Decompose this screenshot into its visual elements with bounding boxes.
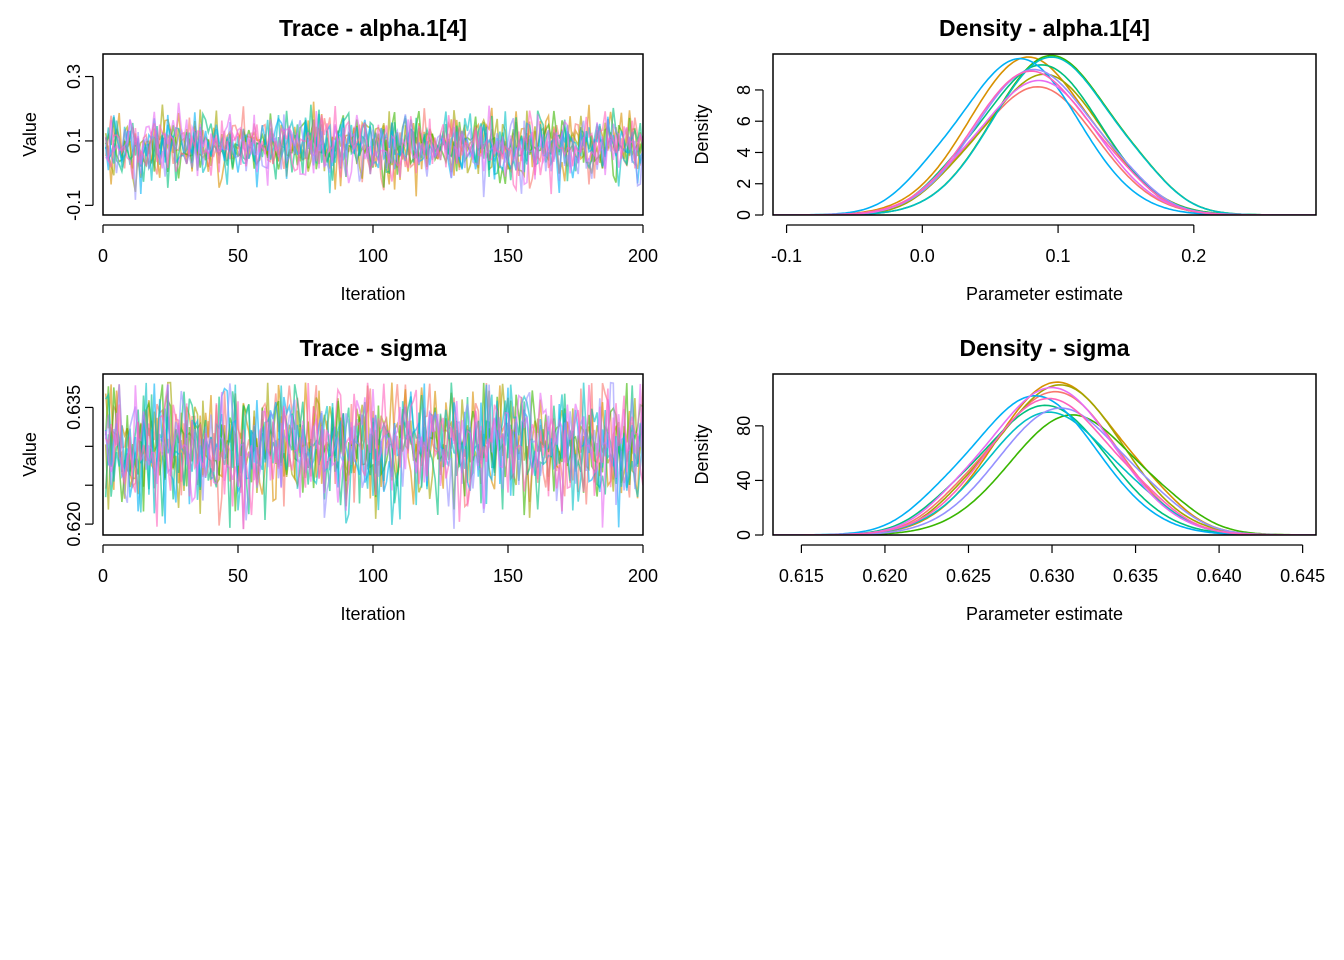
trace-chain-10	[104, 105, 643, 195]
x-tick-label: 200	[628, 566, 658, 586]
x-axis-label: Iteration	[340, 284, 405, 304]
density-curve-8	[773, 68, 1316, 215]
x-tick-label: 0.630	[1029, 566, 1074, 586]
y-tick-label: 0.1	[64, 128, 84, 153]
chart-title: Density - alpha.1[4]	[939, 15, 1150, 41]
y-tick-label: 4	[734, 147, 754, 157]
plot-area	[104, 381, 643, 530]
density-curve-9	[773, 386, 1316, 535]
y-tick-label: 6	[734, 116, 754, 126]
trace-chain-7	[104, 383, 643, 528]
x-tick-label: 0	[98, 566, 108, 586]
density-curve-6	[773, 411, 1316, 535]
chart-panel-3: Trace - sigma Iteration Value 0 50 100 150 200 0…	[20, 335, 658, 624]
density-curve-10	[773, 70, 1316, 215]
y-tick-label: 8	[734, 85, 754, 95]
x-tick-label: -0.1	[771, 246, 802, 266]
chart-title: Density - sigma	[960, 335, 1130, 361]
trace-chain-10	[105, 382, 643, 527]
y-tick-label: 80	[734, 416, 754, 436]
x-tick-label: 50	[228, 246, 248, 266]
y-axis-label: Value	[20, 432, 40, 477]
x-tick-label: 200	[628, 246, 658, 266]
y-axis-label: Value	[20, 112, 40, 157]
x-tick-label: 0.645	[1280, 566, 1325, 586]
plot-area	[773, 381, 1316, 535]
x-tick-label: 150	[493, 246, 523, 266]
y-tick-label: -0.1	[64, 190, 84, 221]
y-axis-label: Density	[692, 104, 712, 164]
density-curve-4	[773, 414, 1316, 535]
x-tick-label: 150	[493, 566, 523, 586]
density-curve-9	[773, 79, 1316, 215]
chart-title: Trace - sigma	[299, 335, 446, 361]
x-tick-label: 0	[98, 246, 108, 266]
chart-panel-4: Density - sigma Parameter estimate Density…	[692, 335, 1325, 624]
density-curve-5	[773, 404, 1316, 535]
density-curve-3	[773, 73, 1316, 215]
y-tick-label: 0	[734, 210, 754, 220]
x-tick-label: 100	[358, 246, 388, 266]
x-axis-label: Iteration	[340, 604, 405, 624]
x-axis-label: Parameter estimate	[966, 604, 1123, 624]
plot-frame	[772, 53, 1317, 216]
x-tick-label: 0.640	[1197, 566, 1242, 586]
y-tick-label: 0.620	[64, 502, 84, 547]
x-tick-label: 0.625	[946, 566, 991, 586]
x-axis-label: Parameter estimate	[966, 284, 1123, 304]
y-tick-label: 2	[734, 179, 754, 189]
x-tick-label: 100	[358, 566, 388, 586]
y-tick-label: 40	[734, 470, 754, 490]
x-tick-label: 0.2	[1181, 246, 1206, 266]
density-curve-4	[773, 54, 1316, 215]
y-axis-label: Density	[692, 424, 712, 484]
chart-panel-2: Density - alpha.1[4] Parameter estimate De…	[692, 15, 1317, 304]
x-tick-label: 0.1	[1046, 246, 1071, 266]
y-tick-label: 0.635	[64, 385, 84, 430]
density-curve-1	[773, 85, 1316, 215]
x-tick-label: 0.620	[862, 566, 907, 586]
density-curve-10	[773, 397, 1316, 535]
x-tick-label: 50	[228, 566, 248, 586]
density-curve-3	[773, 384, 1316, 535]
density-curve-7	[773, 57, 1316, 215]
y-tick-label: 0	[734, 530, 754, 540]
chart-panel-1: Trace - alpha.1[4] Iteration Value 0 50 100 15…	[20, 15, 658, 304]
x-tick-label: 0.615	[779, 566, 824, 586]
y-tick-label: 0.3	[64, 64, 84, 89]
x-tick-label: 0.0	[910, 246, 935, 266]
plot-frame	[772, 373, 1317, 536]
plot-frame	[102, 53, 644, 216]
x-tick-label: 0.635	[1113, 566, 1158, 586]
density-curve-7	[773, 394, 1316, 535]
chart-title: Trace - alpha.1[4]	[279, 15, 467, 41]
plot-frame	[102, 373, 644, 536]
plot-area	[104, 101, 643, 200]
plot-area	[773, 54, 1316, 215]
